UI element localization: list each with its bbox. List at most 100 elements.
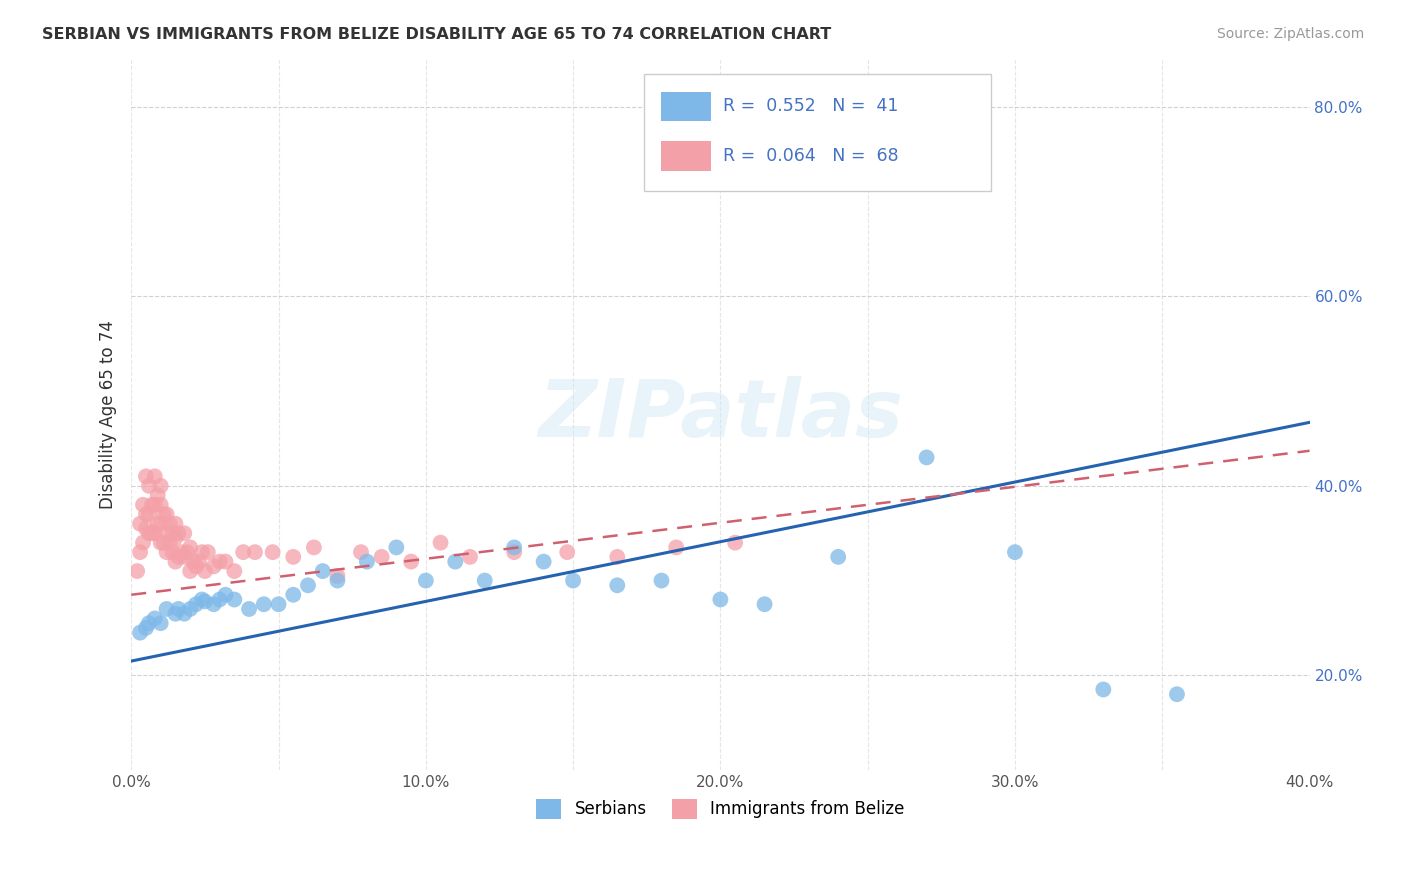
Point [915,450,938,465]
Point [152,535,174,549]
Point [138,479,160,493]
Point [444,555,467,569]
Point [149,516,172,531]
Point [181,555,204,569]
Y-axis label: Disability Age 65 to 74: Disability Age 65 to 74 [100,320,117,509]
Point [155,508,177,522]
Point [191,592,214,607]
Point [214,555,236,569]
Point [724,535,747,549]
Point [312,564,335,578]
Point [138,508,160,522]
Point [135,469,157,483]
Point [224,564,246,578]
Point [165,531,187,545]
Point [1166,687,1188,701]
Point [159,535,181,549]
Point [650,574,672,588]
Point [555,545,578,559]
Point [267,597,290,611]
Point [159,516,181,531]
Point [709,592,731,607]
Point [152,508,174,522]
Point [243,545,266,559]
Point [167,549,190,564]
Point [214,588,236,602]
Point [188,555,211,569]
FancyBboxPatch shape [661,92,711,121]
Point [827,549,849,564]
Point [253,597,276,611]
Point [155,602,177,616]
Point [415,574,437,588]
Point [162,545,184,559]
Point [665,541,688,555]
Point [238,602,260,616]
Point [149,498,172,512]
Point [184,559,207,574]
Point [1004,545,1026,559]
Point [149,535,172,549]
Point [129,516,152,531]
Point [533,555,555,569]
Point [399,555,422,569]
Point [262,545,284,559]
Point [179,541,201,555]
Point [191,545,214,559]
Point [474,574,496,588]
Point [326,574,349,588]
Point [167,526,190,541]
Point [141,498,163,512]
Point [173,549,195,564]
Point [754,597,776,611]
Point [326,569,349,583]
Point [429,535,451,549]
Point [135,521,157,535]
Point [127,564,149,578]
Point [138,526,160,541]
Text: R =  0.552   N =  41: R = 0.552 N = 41 [723,96,898,115]
Point [503,541,526,555]
Point [138,616,160,631]
Point [149,616,172,631]
Point [132,498,155,512]
Text: Source: ZipAtlas.com: Source: ZipAtlas.com [1216,27,1364,41]
Point [155,526,177,541]
Text: SERBIAN VS IMMIGRANTS FROM BELIZE DISABILITY AGE 65 TO 74 CORRELATION CHART: SERBIAN VS IMMIGRANTS FROM BELIZE DISABI… [42,27,831,42]
Point [370,549,392,564]
FancyBboxPatch shape [661,141,711,171]
Point [202,597,225,611]
Point [283,549,305,564]
Point [283,588,305,602]
FancyBboxPatch shape [644,74,991,191]
Point [132,535,155,549]
Point [143,469,166,483]
Point [129,625,152,640]
Point [173,526,195,541]
Point [302,541,325,555]
Legend: Serbians, Immigrants from Belize: Serbians, Immigrants from Belize [530,792,911,826]
Point [155,545,177,559]
Point [224,592,246,607]
Point [503,545,526,559]
Point [165,516,187,531]
Text: R =  0.064   N =  68: R = 0.064 N = 68 [723,146,898,164]
Point [143,611,166,625]
Point [194,564,217,578]
Point [184,597,207,611]
Point [149,479,172,493]
Point [141,526,163,541]
Point [202,559,225,574]
Point [165,555,187,569]
Point [146,488,169,502]
Point [143,498,166,512]
Point [458,549,481,564]
Point [179,564,201,578]
Point [1092,682,1115,697]
Point [297,578,319,592]
Point [135,621,157,635]
Point [197,545,219,559]
Point [170,545,193,559]
Point [146,516,169,531]
Point [162,526,184,541]
